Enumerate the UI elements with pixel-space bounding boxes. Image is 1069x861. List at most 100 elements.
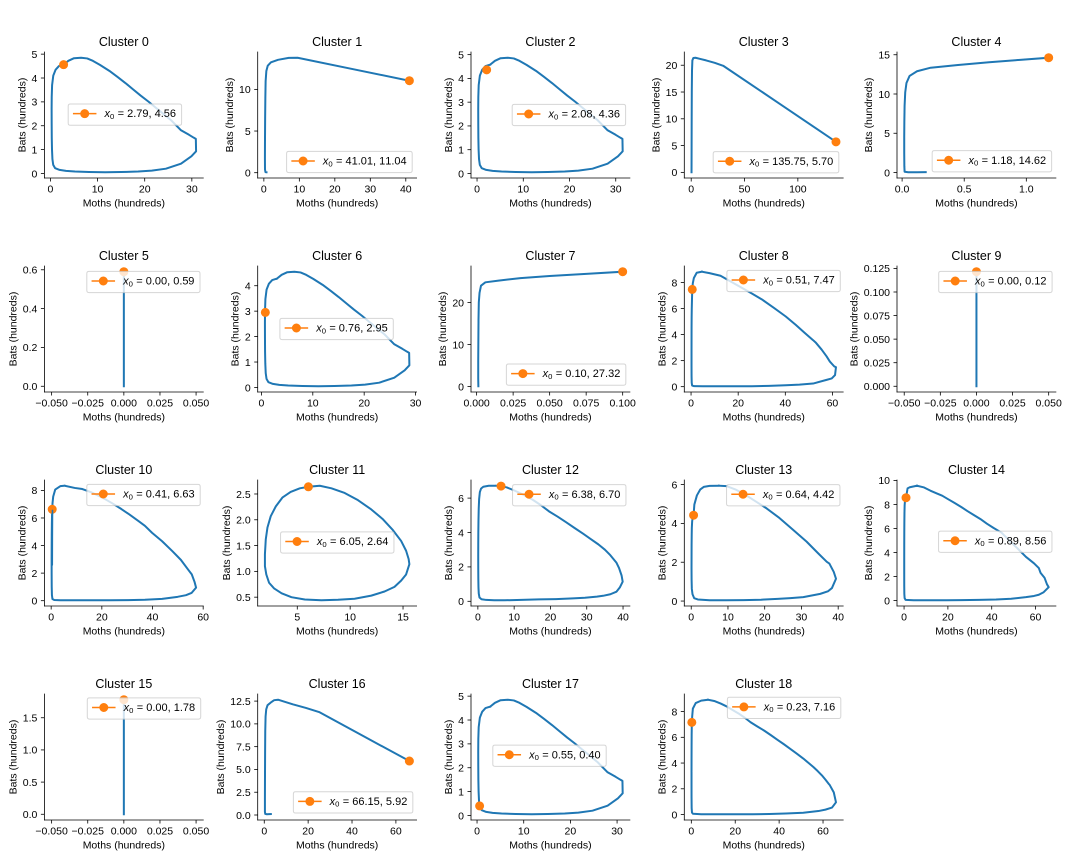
svg-text:−0.050: −0.050 (35, 826, 68, 838)
svg-text:0.025: 0.025 (147, 826, 173, 838)
svg-text:3: 3 (458, 739, 464, 751)
svg-text:10: 10 (722, 612, 734, 624)
svg-text:2: 2 (32, 568, 38, 580)
svg-text:0.000: 0.000 (111, 826, 137, 838)
svg-text:0: 0 (671, 167, 677, 179)
svg-text:0: 0 (901, 612, 907, 624)
svg-text:Moths (hundreds): Moths (hundreds) (296, 197, 378, 209)
svg-text:5: 5 (32, 49, 38, 61)
svg-text:7.5: 7.5 (236, 741, 251, 753)
svg-text:6: 6 (671, 732, 677, 744)
svg-text:4: 4 (245, 281, 251, 293)
svg-text:0.050: 0.050 (864, 334, 890, 346)
svg-text:20: 20 (565, 826, 577, 838)
svg-text:20: 20 (329, 184, 341, 196)
svg-text:0.075: 0.075 (864, 310, 890, 322)
svg-text:20: 20 (358, 398, 370, 410)
svg-text:x 0 =: x 0 = 0 . 6 4 , 4 . 4 2 (762, 485, 835, 504)
svg-text:0.0: 0.0 (236, 810, 251, 822)
svg-text:Moths (hundreds): Moths (hundreds) (723, 411, 805, 423)
svg-text:20: 20 (759, 612, 771, 624)
svg-text:Moths (hundreds): Moths (hundreds) (935, 411, 1017, 423)
svg-text:0.4: 0.4 (23, 303, 38, 315)
svg-text:30: 30 (364, 184, 376, 196)
svg-text:0.000: 0.000 (111, 398, 137, 410)
svg-text:10: 10 (666, 114, 678, 126)
svg-text:40: 40 (832, 612, 844, 624)
svg-text:0.0: 0.0 (895, 184, 910, 196)
svg-text:2: 2 (458, 562, 464, 574)
svg-text:Bats (hundreds): Bats (hundreds) (650, 78, 662, 153)
svg-text:1.0: 1.0 (23, 745, 38, 757)
svg-text:10: 10 (508, 612, 520, 624)
svg-text:60: 60 (390, 826, 402, 838)
svg-text:0: 0 (474, 826, 480, 838)
svg-text:0.025: 0.025 (999, 398, 1025, 410)
svg-text:0.5: 0.5 (23, 777, 38, 789)
svg-text:Moths (hundreds): Moths (hundreds) (83, 411, 165, 423)
svg-text:15: 15 (878, 50, 890, 62)
svg-text:6: 6 (671, 479, 677, 491)
svg-text:Bats (hundreds): Bats (hundreds) (221, 506, 233, 581)
svg-text:20: 20 (139, 184, 151, 196)
svg-text:Moths (hundreds): Moths (hundreds) (83, 839, 165, 851)
svg-text:x 0 =: x 0 = 4 1 . 0 1 , 1 1 . 0 4 (322, 152, 407, 171)
svg-text:0.5: 0.5 (236, 592, 251, 604)
svg-text:30: 30 (610, 184, 622, 196)
svg-text:x 0 =: x 0 = 1 3 5 . 7 5 , 5 . 7 0 (748, 152, 833, 171)
svg-text:−0.025: −0.025 (72, 398, 105, 410)
svg-text:Bats (hundreds): Bats (hundreds) (224, 78, 236, 153)
svg-text:0.100: 0.100 (610, 398, 636, 410)
svg-text:0.125: 0.125 (864, 263, 890, 275)
svg-text:20: 20 (96, 612, 108, 624)
svg-text:Bats (hundreds): Bats (hundreds) (230, 292, 242, 367)
svg-text:5: 5 (458, 49, 464, 61)
svg-text:4: 4 (671, 758, 677, 770)
svg-text:0.100: 0.100 (864, 287, 890, 299)
svg-text:0: 0 (259, 398, 265, 410)
svg-text:Moths (hundreds): Moths (hundreds) (83, 197, 165, 209)
svg-text:0: 0 (884, 595, 890, 607)
svg-text:x 0 =: x 0 = 0 . 0 0 , 0 . 1 2 (974, 272, 1047, 291)
svg-text:0: 0 (688, 398, 694, 410)
svg-text:Bats (hundreds): Bats (hundreds) (656, 506, 668, 581)
svg-text:0: 0 (884, 167, 890, 179)
svg-text:5: 5 (458, 691, 464, 703)
svg-text:2: 2 (32, 121, 38, 133)
svg-text:0: 0 (261, 184, 267, 196)
svg-text:20: 20 (732, 398, 744, 410)
svg-text:10: 10 (878, 89, 890, 101)
svg-text:x 0 =: x 0 = 6 . 3 8 , 6 . 7 0 (548, 485, 621, 504)
svg-text:Bats (hundreds): Bats (hundreds) (8, 292, 20, 367)
svg-text:6: 6 (32, 513, 38, 525)
svg-text:10: 10 (344, 612, 356, 624)
svg-text:30: 30 (186, 184, 198, 196)
svg-text:40: 40 (400, 184, 412, 196)
svg-text:Cluster 12: Cluster 12 (522, 463, 579, 477)
svg-text:Cluster 16: Cluster 16 (309, 677, 366, 691)
svg-text:8: 8 (671, 706, 677, 718)
svg-text:Moths (hundreds): Moths (hundreds) (935, 197, 1017, 209)
svg-text:0: 0 (32, 168, 38, 180)
svg-text:3: 3 (32, 97, 38, 109)
svg-text:3: 3 (458, 97, 464, 109)
svg-text:2.5: 2.5 (236, 489, 251, 501)
svg-text:0.2: 0.2 (23, 342, 38, 354)
svg-text:2: 2 (671, 557, 677, 569)
svg-text:0.000: 0.000 (463, 398, 489, 410)
svg-text:4: 4 (671, 518, 677, 530)
svg-text:−0.025: −0.025 (72, 826, 105, 838)
svg-text:0.000: 0.000 (864, 381, 890, 393)
svg-text:20: 20 (302, 826, 314, 838)
svg-text:−0.025: −0.025 (924, 398, 957, 410)
svg-text:10: 10 (518, 826, 530, 838)
svg-text:0.025: 0.025 (147, 398, 173, 410)
svg-text:0: 0 (458, 381, 464, 393)
svg-text:0: 0 (688, 826, 694, 838)
svg-text:x 0 =: x 0 = 0 . 2 3 , 7 . 1 6 (763, 697, 836, 716)
svg-text:x 0 =: x 0 = 0 . 5 5 , 0 . 4 0 (528, 745, 601, 764)
svg-text:Moths (hundreds): Moths (hundreds) (723, 197, 805, 209)
svg-text:Moths (hundreds): Moths (hundreds) (296, 839, 378, 851)
svg-text:0: 0 (32, 595, 38, 607)
svg-text:Cluster 7: Cluster 7 (525, 249, 575, 263)
